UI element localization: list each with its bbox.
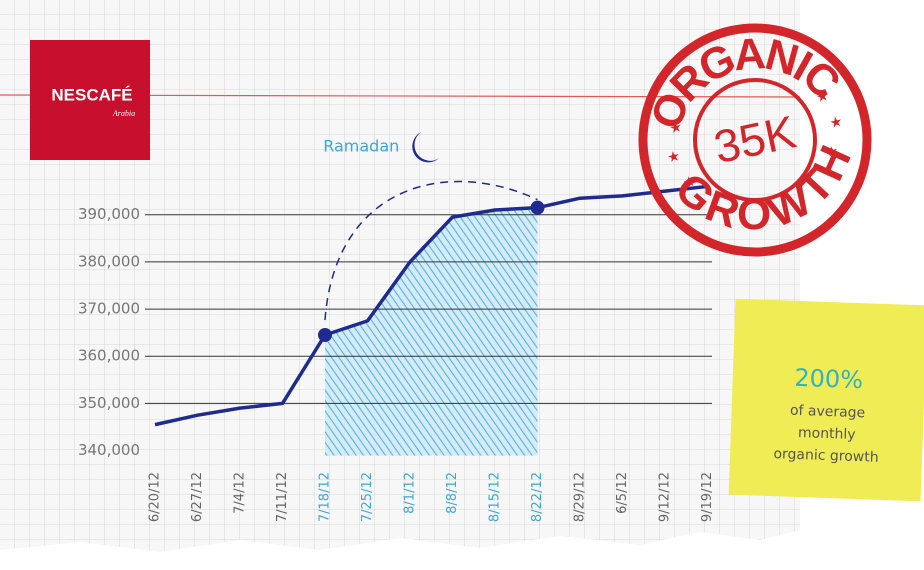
y-tick-label: 390,000 <box>78 205 140 223</box>
y-tick-label: 340,000 <box>78 441 140 459</box>
ramadan-shading <box>325 207 538 456</box>
x-tick-label: 6/20/12 <box>148 472 163 522</box>
highlight-point <box>318 328 332 343</box>
note-line: monthly <box>798 425 856 443</box>
y-tick-label: 360,000 <box>78 347 140 365</box>
highlight-point <box>530 200 545 215</box>
x-tick-label: 8/22/12 <box>530 472 545 522</box>
x-tick-label: 6/5/12 <box>615 472 630 514</box>
y-tick-label: 350,000 <box>78 394 140 412</box>
logo: NESCAFÉ Arabia <box>30 40 150 160</box>
y-tick-label: 370,000 <box>78 300 140 318</box>
x-tick-label: 7/11/12 <box>275 472 290 522</box>
highlight-label: Ramadan <box>323 137 399 156</box>
note-line: of average <box>790 403 866 422</box>
x-tick-label: 8/29/12 <box>573 472 588 522</box>
logo-box <box>30 40 150 160</box>
stamp-star: ★ <box>815 88 831 106</box>
stamp-star: ★ <box>824 143 840 161</box>
logo-region: Arabia <box>112 109 135 118</box>
plot: 340,000 350,000 360,000 370,000 380,000 390,0… <box>78 132 715 522</box>
x-tick-label: 8/8/12 <box>445 472 460 514</box>
sticky-note: 200% of average monthly organic growth <box>728 298 924 502</box>
stamp-star: ★ <box>668 119 684 137</box>
stamp-inner-ring <box>693 78 817 202</box>
x-tick-label: 7/25/12 <box>360 472 375 522</box>
x-tick-label: 7/18/12 <box>318 472 333 522</box>
note-paper <box>728 298 924 502</box>
stamp-ring <box>638 23 872 257</box>
x-tick-label: 6/27/12 <box>190 472 205 522</box>
y-tick-label: 380,000 <box>78 252 140 270</box>
logo-text: NESCAFÉ <box>51 85 132 104</box>
series-line <box>154 184 708 427</box>
stamp-star: ★ <box>682 173 698 191</box>
ramadan-arc <box>324 180 538 321</box>
note-headline: 200% <box>794 364 864 394</box>
x-tick-label: 8/15/12 <box>488 472 503 522</box>
x-tick-label: 8/1/12 <box>403 472 418 514</box>
stamp-star: ★ <box>666 148 682 166</box>
x-tick-label: 9/12/12 <box>658 472 673 522</box>
stamp-star: ★ <box>828 114 844 132</box>
note-line: organic growth <box>773 446 879 466</box>
x-tick-label: 7/4/12 <box>233 472 248 514</box>
x-tick-label: 9/19/12 <box>700 472 715 522</box>
